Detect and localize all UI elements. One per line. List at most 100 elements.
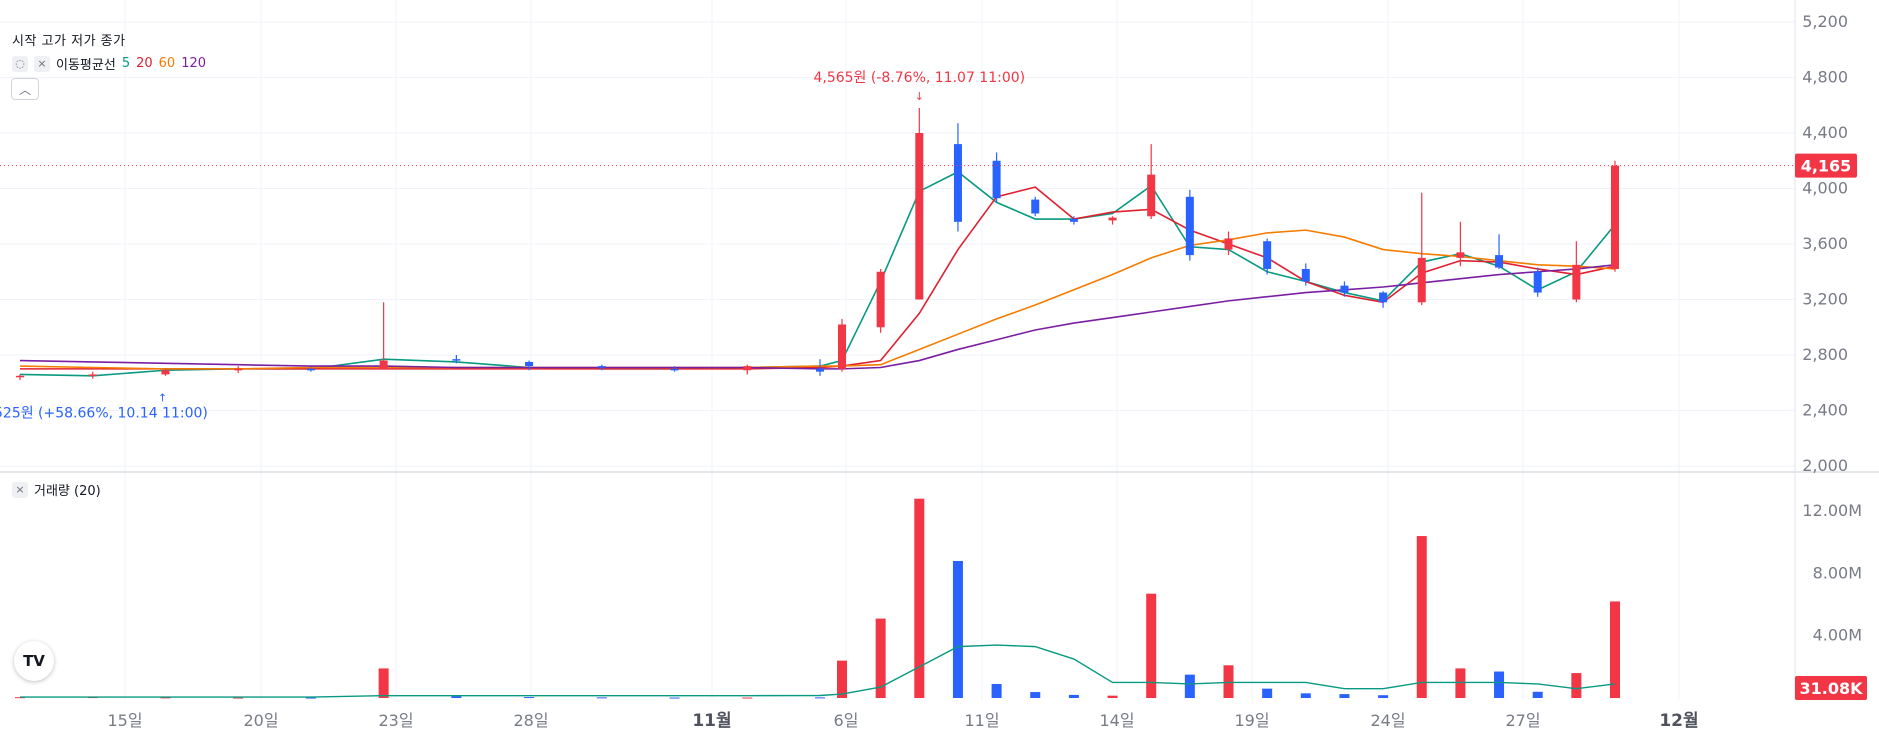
tradingview-logo-icon[interactable]: TV [14, 641, 54, 681]
candle-body [88, 374, 97, 376]
time-axis: 15일 20일 23일 28일 11월 6일 11일 14일 19일 24일 27일 12월 [107, 711, 1698, 731]
volume-bar [837, 660, 847, 698]
ma-line-5 [19, 170, 1616, 377]
ma5-label: 5 [121, 56, 131, 71]
volume-bar [596, 697, 607, 699]
candle-body [597, 366, 606, 368]
current-volume-tag [1795, 676, 1867, 700]
volume-bars [15, 498, 1620, 699]
time-tick-label: 11월 [692, 711, 731, 731]
volume-bar [742, 697, 753, 699]
volume-bar [1378, 695, 1389, 698]
volume-bar [914, 498, 925, 698]
volume-bar [378, 668, 389, 698]
candle-body [1340, 285, 1349, 293]
ma-line-120 [19, 264, 1616, 370]
candle-body [379, 360, 388, 369]
candle-body [1069, 219, 1078, 222]
grid-lines [0, 0, 1795, 700]
candle-body [16, 375, 24, 378]
volume-legend: × 거래량 (20) [12, 480, 101, 499]
volume-bar [1532, 691, 1543, 698]
ma60-label: 60 [158, 56, 176, 71]
candle-body [1185, 196, 1194, 256]
price-tick-label: 2,800 [1802, 345, 1848, 364]
candle-body [670, 368, 679, 371]
volume-bar [815, 697, 825, 699]
chevron-up-icon: ︿ [18, 82, 31, 97]
last-value-tags: 4,165 31.08K [0, 153, 1867, 700]
candle-body [1572, 264, 1581, 300]
current-price-tag [1795, 153, 1857, 178]
collapse-legend-button[interactable]: ︿ [11, 78, 39, 100]
candle-body [816, 368, 824, 372]
volume-ma20-line [20, 644, 1616, 698]
candle-body [1611, 165, 1619, 269]
volume-bar [991, 683, 1002, 698]
time-tick-label: 27일 [1505, 711, 1540, 730]
close-icon[interactable]: × [12, 481, 28, 498]
annotations: 4,565원 (-8.76%, 11.07 11:00) ↓ ↑525원 (+58.… [0, 70, 1025, 421]
volume-bar [1339, 694, 1350, 698]
ohlc-legend-title: 시작 고가 저가 종가 [12, 34, 126, 49]
low-annotation-label: 525원 (+58.66%, 10.14 11:00) [0, 405, 208, 421]
volume-bar [1455, 668, 1466, 698]
current-volume-tag-label: 31.08K [1799, 679, 1863, 698]
volume-bar [1107, 695, 1118, 698]
volume-bar [305, 697, 316, 699]
volume-bar [1262, 688, 1273, 698]
time-tick-label: 24일 [1370, 711, 1405, 730]
eye-off-icon[interactable]: ◌ [12, 55, 28, 72]
candle-body [1147, 174, 1156, 217]
current-price-tag-label: 4,165 [1801, 157, 1852, 176]
time-tick-label: 6일 [834, 711, 859, 730]
candlesticks [16, 108, 1619, 380]
time-tick-label: 19일 [1234, 711, 1269, 730]
candle-body [525, 361, 534, 367]
volume-bar [160, 697, 171, 699]
candle-body [1031, 199, 1040, 214]
candle-body [452, 359, 461, 361]
candle-body [306, 368, 315, 371]
time-tick-label: 12월 [1659, 711, 1698, 731]
volume-bar [1610, 601, 1620, 698]
close-icon[interactable]: × [34, 55, 50, 72]
time-tick-label: 20일 [243, 711, 278, 730]
volume-tick-label: 4.00M [1813, 626, 1862, 645]
candle-body [1108, 217, 1117, 221]
down-arrow-icon: ↓ [915, 90, 924, 103]
high-annotation-label: 4,565원 (-8.76%, 11.07 11:00) [813, 70, 1025, 86]
candle-body [1224, 238, 1233, 250]
volume-bar [1030, 692, 1041, 698]
volume-ma-line [20, 644, 1616, 698]
up-arrow-icon: ↑ [158, 391, 167, 404]
candle-body [161, 370, 170, 375]
ma-line-60 [19, 229, 1616, 370]
moving-average-lines [19, 170, 1616, 377]
price-tick-label: 4,800 [1802, 68, 1848, 87]
volume-bar [669, 697, 680, 699]
candle-body [838, 324, 846, 369]
time-tick-label: 28일 [513, 711, 548, 730]
time-tick-label: 23일 [378, 711, 413, 730]
candle-body [1533, 271, 1542, 293]
candle-body [234, 368, 243, 371]
time-tick-label: 11일 [964, 711, 999, 730]
volume-bar [1223, 665, 1234, 698]
moving-average-legend: ◌ × 이동평균선 5 20 60 120 [12, 54, 206, 73]
time-tick-label: 14일 [1099, 711, 1134, 730]
volume-bar [1416, 536, 1427, 698]
price-tick-label: 4,400 [1802, 123, 1848, 142]
candle-body [1379, 292, 1388, 303]
price-axis: 2,000 2,400 2,800 3,200 3,600 4,000 4,400 4,800… [1802, 12, 1848, 475]
ma-legend-label: 이동평균선 [56, 58, 116, 73]
candle-body [953, 144, 962, 222]
price-tick-label: 4,000 [1802, 179, 1848, 198]
candle-body [1301, 268, 1310, 282]
candle-body [876, 271, 885, 328]
volume-bar [1184, 674, 1195, 698]
volume-bar [1068, 694, 1079, 698]
price-tick-label: 3,200 [1802, 290, 1848, 309]
volume-bar [1571, 673, 1582, 698]
